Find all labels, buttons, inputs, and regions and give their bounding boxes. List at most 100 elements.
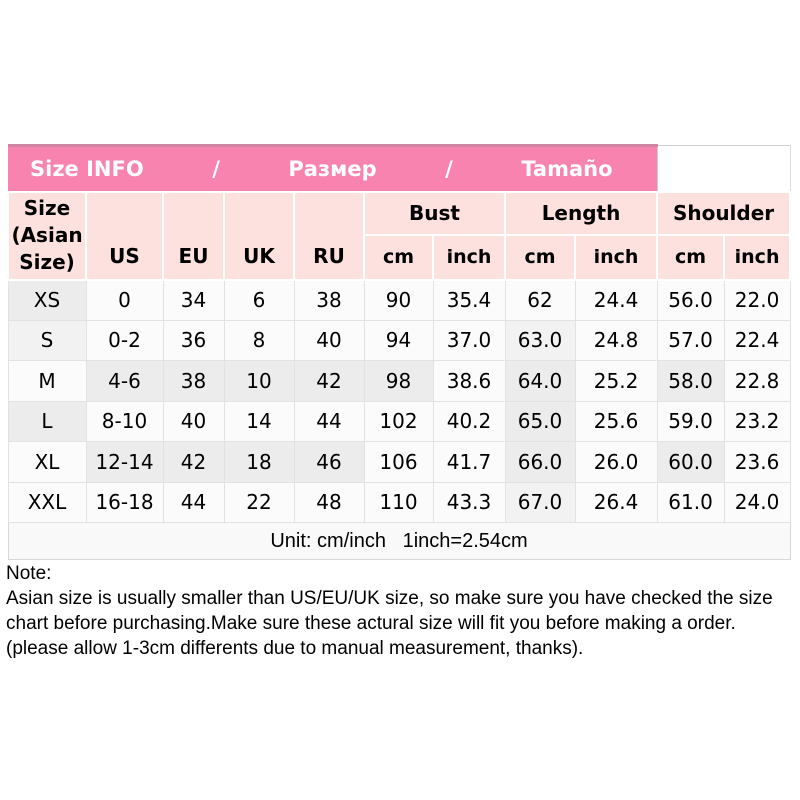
column-header-us: US (85, 190, 164, 281)
subheader-bust-inch: inch (432, 233, 506, 281)
length-inch-cell: 25.2 (574, 360, 658, 402)
subheader-length-inch: inch (573, 233, 659, 281)
shoulder-inch-cell: 22.0 (723, 279, 791, 321)
group-header-row: Size (Asian Size) US EU UK RU Bust Lengt… (7, 190, 792, 281)
subheader-shoulder-cm: cm (656, 233, 726, 281)
bust-inch-cell: 38.6 (432, 360, 506, 402)
unit-note: Unit: cm/inch 1inch=2.54cm (7, 522, 791, 560)
eu-cell: 34 (162, 279, 225, 321)
ru-cell: 38 (293, 279, 365, 321)
length-inch-cell: 25.6 (574, 400, 658, 442)
ru-cell: 40 (293, 319, 365, 361)
bust-inch-cell: 40.2 (432, 400, 506, 442)
shoulder-cm-cell: 58.0 (656, 360, 725, 402)
us-cell: 4-6 (85, 360, 164, 402)
banner-separator: / (445, 157, 453, 182)
us-cell: 0-2 (85, 319, 164, 361)
banner-label-ru: Размер (288, 157, 377, 182)
shoulder-cm-cell: 57.0 (656, 319, 725, 361)
length-cm-cell: 62 (504, 279, 576, 321)
note-block: Note: Asian size is usually smaller than… (6, 561, 798, 661)
shoulder-inch-cell: 22.4 (723, 319, 791, 361)
bust-inch-cell: 41.7 (432, 441, 506, 483)
subheader-shoulder-inch: inch (723, 233, 792, 281)
bust-cm-cell: 106 (363, 441, 434, 483)
size-label-cell: S (7, 319, 87, 361)
length-cm-cell: 64.0 (504, 360, 576, 402)
banner-label-es: Tamaño (521, 157, 613, 182)
bust-cm-cell: 102 (363, 400, 434, 442)
shoulder-inch-cell: 22.8 (723, 360, 791, 402)
ru-cell: 48 (293, 481, 365, 523)
bust-inch-cell: 43.3 (432, 481, 506, 523)
uk-cell: 6 (223, 279, 295, 321)
length-cm-cell: 63.0 (504, 319, 576, 361)
uk-cell: 10 (223, 360, 295, 402)
us-cell: 12-14 (85, 441, 164, 483)
size-label-cell: L (7, 400, 87, 442)
uk-cell: 22 (223, 481, 295, 523)
group-header-length: Length (503, 190, 659, 236)
size-info-banner: Size INFO / Размер / Tamaño (8, 144, 658, 192)
note-label: Note: (6, 563, 52, 584)
size-label-cell: XS (7, 279, 87, 321)
note-body: Asian size is usually smaller than US/EU… (6, 588, 773, 659)
banner-label-en: Size INFO (30, 157, 144, 182)
unit-footer-row: Unit: cm/inch 1inch=2.54cm (7, 522, 791, 560)
column-header-eu: EU (162, 190, 225, 281)
uk-cell: 14 (223, 400, 295, 442)
shoulder-cm-cell: 60.0 (656, 441, 725, 483)
size-label-cell: M (7, 360, 87, 402)
us-cell: 16-18 (85, 481, 164, 523)
corner-header-size-asian: Size (Asian Size) (7, 190, 87, 281)
shoulder-inch-cell: 24.0 (723, 481, 791, 523)
us-cell: 0 (85, 279, 164, 321)
uk-cell: 8 (223, 319, 295, 361)
length-cm-cell: 67.0 (504, 481, 576, 523)
bust-cm-cell: 110 (363, 481, 434, 523)
title-row: Size INFO / Размер / Tamaño (8, 144, 791, 192)
uk-cell: 18 (223, 441, 295, 483)
column-header-uk: UK (223, 190, 295, 281)
ru-cell: 46 (293, 441, 365, 483)
size-label-cell: XXL (7, 481, 87, 523)
table-row-m: M 4-6 38 10 42 98 38.6 64.0 25.2 58.0 22… (7, 360, 791, 402)
group-header-shoulder: Shoulder (656, 190, 792, 236)
bust-inch-cell: 37.0 (432, 319, 506, 361)
size-chart-table: Size INFO / Размер / Tamaño Size (Asian … (7, 144, 792, 560)
ru-cell: 44 (293, 400, 365, 442)
bust-inch-cell: 35.4 (432, 279, 506, 321)
subheader-length-cm: cm (504, 233, 576, 281)
shoulder-cm-cell: 59.0 (656, 400, 725, 442)
banner-separator: / (212, 157, 220, 182)
eu-cell: 38 (162, 360, 225, 402)
subheader-bust-cm: cm (363, 233, 434, 281)
eu-cell: 40 (162, 400, 225, 442)
banner-text: Size INFO / Размер / Tamaño (8, 157, 657, 180)
group-header-bust: Bust (363, 190, 506, 236)
shoulder-inch-cell: 23.6 (723, 441, 791, 483)
length-inch-cell: 26.4 (574, 481, 658, 523)
size-label-cell: XL (7, 441, 87, 483)
length-inch-cell: 24.4 (574, 279, 658, 321)
shoulder-cm-cell: 61.0 (656, 481, 725, 523)
eu-cell: 42 (162, 441, 225, 483)
bust-cm-cell: 90 (363, 279, 434, 321)
length-cm-cell: 66.0 (504, 441, 576, 483)
table-row-xl: XL 12-14 42 18 46 106 41.7 66.0 26.0 60.… (7, 441, 791, 483)
table-row-xs: XS 0 34 6 38 90 35.4 62 24.4 56.0 22.0 (7, 279, 791, 321)
length-inch-cell: 26.0 (574, 441, 658, 483)
eu-cell: 36 (162, 319, 225, 361)
table-row-s: S 0-2 36 8 40 94 37.0 63.0 24.8 57.0 22.… (7, 319, 791, 361)
table-row-xxl: XXL 16-18 44 22 48 110 43.3 67.0 26.4 61… (7, 481, 791, 523)
column-header-ru: RU (293, 190, 365, 281)
shoulder-cm-cell: 56.0 (656, 279, 725, 321)
unit-header-row: cm inch cm inch cm inch (8, 233, 792, 281)
table-row-l: L 8-10 40 14 44 102 40.2 65.0 25.6 59.0 … (7, 400, 791, 442)
blank-corner-cell (656, 145, 791, 192)
bust-cm-cell: 94 (363, 319, 434, 361)
shoulder-inch-cell: 23.2 (723, 400, 791, 442)
length-inch-cell: 24.8 (574, 319, 658, 361)
bust-cm-cell: 98 (363, 360, 434, 402)
